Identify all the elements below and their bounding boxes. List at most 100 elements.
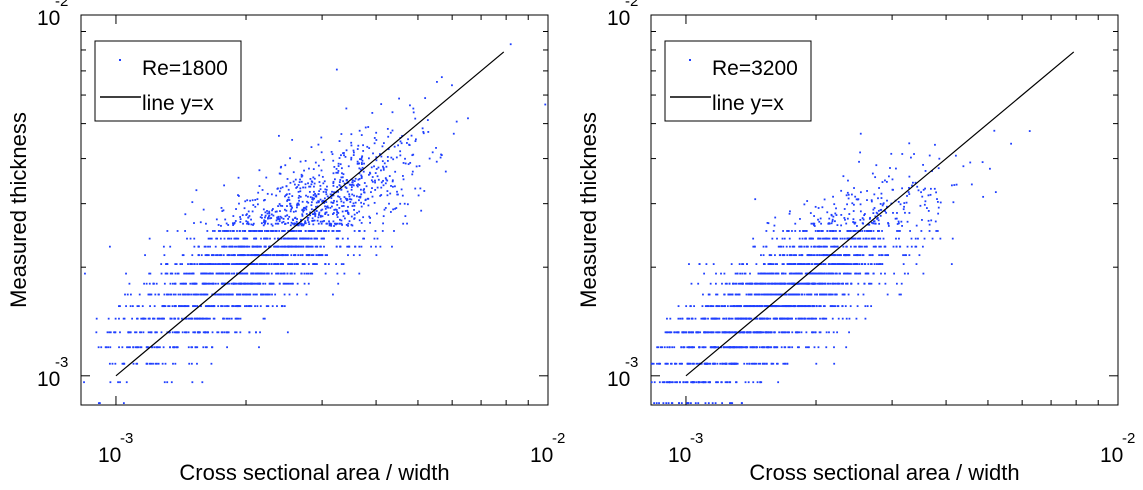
data-point (863, 230, 866, 232)
data-point (310, 204, 313, 207)
data-point (780, 346, 783, 349)
data-point (854, 221, 857, 224)
data-point (868, 223, 871, 226)
data-point (650, 381, 653, 384)
data-point (205, 317, 208, 320)
data-point (277, 215, 280, 218)
data-point (315, 245, 318, 248)
data-point (360, 201, 363, 204)
data-point (855, 254, 858, 257)
data-point (870, 200, 873, 203)
data-point (217, 224, 220, 226)
data-point (372, 152, 374, 155)
data-point (849, 272, 852, 275)
data-point (909, 230, 912, 232)
data-point (702, 293, 704, 296)
data-point (746, 282, 748, 285)
data-point (743, 346, 746, 349)
data-point (258, 272, 261, 275)
data-point (832, 282, 835, 285)
data-point (302, 224, 305, 227)
data-point (235, 282, 238, 285)
data-point (238, 293, 241, 296)
data-point (154, 293, 157, 296)
data-point (710, 331, 713, 334)
data-point (790, 293, 793, 296)
data-point (839, 263, 841, 265)
data-point (288, 215, 291, 218)
data-point (705, 331, 708, 334)
data-point (699, 331, 702, 334)
data-point (682, 346, 685, 349)
data-point (831, 254, 834, 257)
data-point (812, 272, 815, 275)
data-point (350, 133, 353, 136)
data-point (392, 185, 394, 188)
data-point (174, 305, 177, 308)
data-point (261, 272, 263, 275)
data-point (360, 245, 363, 248)
data-point (774, 317, 777, 320)
data-point (767, 272, 770, 275)
data-point (309, 214, 312, 217)
data-point (247, 254, 250, 257)
data-point (707, 305, 710, 308)
data-point (164, 362, 167, 365)
data-point (831, 237, 834, 240)
data-point (759, 381, 762, 384)
data-point (171, 305, 174, 308)
data-point (903, 202, 906, 204)
data-point (724, 381, 727, 384)
data-point (252, 204, 255, 206)
data-point (314, 215, 317, 218)
data-point (220, 224, 222, 227)
data-point (736, 362, 739, 365)
data-point (317, 193, 320, 196)
data-point (311, 272, 314, 275)
data-point (108, 245, 111, 248)
data-point (928, 223, 931, 226)
data-point (252, 222, 255, 225)
data-point (847, 193, 850, 196)
data-point (291, 282, 293, 285)
data-point (336, 186, 339, 188)
data-point (803, 230, 805, 232)
data-point (776, 263, 778, 265)
data-point (859, 237, 861, 240)
data-point (346, 198, 349, 201)
data-point (741, 263, 743, 265)
data-point (817, 245, 820, 248)
data-point (171, 282, 174, 285)
data-point (308, 230, 311, 232)
data-point (846, 217, 849, 220)
data-point (686, 402, 689, 405)
data-point (707, 293, 710, 296)
data-point (920, 191, 922, 194)
data-point (895, 245, 898, 248)
data-point (786, 230, 788, 232)
data-point (219, 230, 222, 232)
data-point (202, 293, 205, 296)
data-point (246, 199, 249, 202)
data-point (277, 237, 280, 240)
data-point (451, 84, 453, 87)
data-point (376, 186, 379, 189)
data-point (666, 362, 669, 365)
data-point (741, 272, 744, 275)
data-point (410, 134, 413, 137)
data-point (219, 263, 222, 265)
data-point (852, 230, 855, 232)
data-point (738, 346, 740, 349)
data-point (753, 293, 756, 296)
data-point (384, 177, 387, 180)
data-point (800, 245, 803, 248)
data-point (247, 305, 250, 308)
data-point (363, 191, 366, 194)
data-point (762, 331, 765, 334)
data-point (743, 362, 746, 365)
data-point (739, 272, 742, 275)
data-point (750, 282, 753, 285)
data-point (272, 214, 275, 217)
data-point (380, 181, 383, 184)
data-point (363, 162, 365, 165)
